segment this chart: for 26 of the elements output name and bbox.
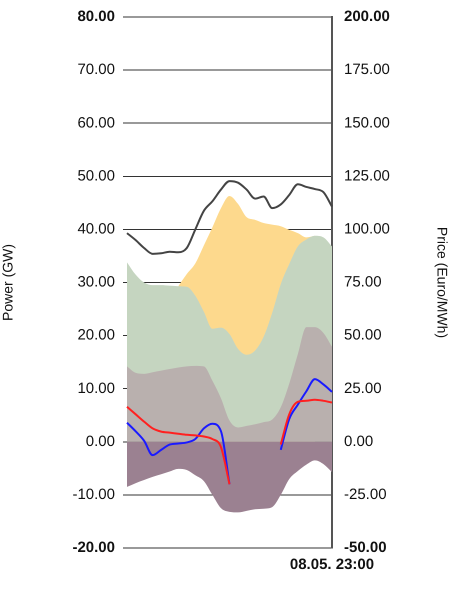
y2-tick-label: 175.00 (344, 61, 390, 78)
y-tick-label: 80.00 (77, 8, 115, 26)
y2-tick-label: 75.00 (344, 274, 382, 291)
y2-tick-label: 50.00 (344, 326, 382, 344)
y-tick-label: 0.00 (86, 432, 115, 450)
y-tick-label: 10.00 (77, 380, 115, 397)
y-tick-label: 60.00 (77, 114, 115, 132)
y-tick-label: -10.00 (72, 486, 115, 504)
y-tick-label: -20.00 (72, 539, 115, 556)
y-tick-label: 70.00 (77, 61, 115, 78)
x-tick-label: 08.05. 23:00 (290, 556, 374, 574)
y-tick-label: 50.00 (77, 167, 115, 184)
y-tick-label: 40.00 (77, 220, 115, 238)
y2-tick-label: 100.00 (344, 220, 390, 238)
y2-tick-label: 150.00 (344, 114, 390, 132)
line-series (126, 180, 333, 255)
y2-tick-label: -25.00 (344, 486, 387, 504)
y2-tick-label: 200.00 (344, 8, 390, 26)
y2-tick-label: 0.00 (344, 432, 374, 450)
y2-tick-label: 25.00 (344, 380, 382, 397)
y-axis-title: Power (GW) (0, 244, 16, 321)
y2-tick-label: 125.00 (344, 167, 390, 184)
y2-tick-label: -50.00 (344, 539, 387, 556)
y-tick-label: 20.00 (77, 326, 115, 344)
y2-axis-title: Price (Euro/MWh) (434, 226, 450, 338)
y-tick-label: 30.00 (77, 274, 115, 291)
